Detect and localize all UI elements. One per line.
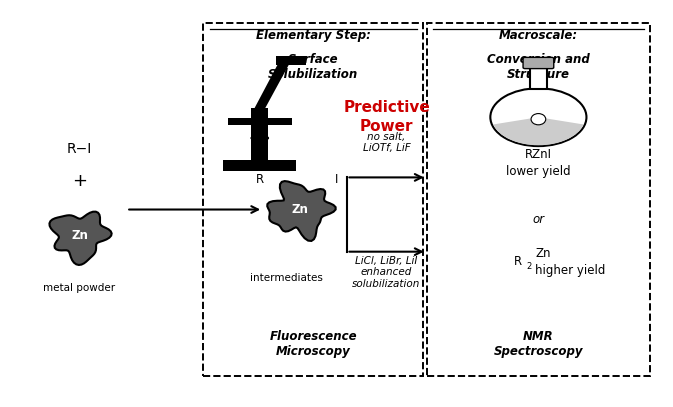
Ellipse shape: [531, 114, 546, 125]
Text: Fluorescence
Microscopy: Fluorescence Microscopy: [269, 330, 357, 358]
Polygon shape: [267, 181, 336, 241]
Text: R−I: R−I: [67, 142, 92, 156]
Text: R: R: [256, 173, 264, 186]
Text: Zn
higher yield: Zn higher yield: [535, 247, 606, 277]
Text: 2: 2: [526, 262, 532, 271]
Text: Elementary Step:: Elementary Step:: [256, 29, 371, 42]
Text: LiCl, LiBr, LiI
enhanced
solubilization: LiCl, LiBr, LiI enhanced solubilization: [353, 256, 421, 289]
Text: metal powder: metal powder: [44, 283, 116, 293]
Ellipse shape: [250, 134, 269, 142]
Wedge shape: [493, 117, 583, 145]
Text: R: R: [513, 255, 522, 268]
Text: Surface
Solubilization: Surface Solubilization: [268, 53, 358, 81]
FancyBboxPatch shape: [530, 66, 547, 90]
Text: RZnI
lower yield: RZnI lower yield: [506, 149, 571, 178]
Text: Macroscale:: Macroscale:: [499, 29, 578, 42]
Text: NMR
Spectroscopy: NMR Spectroscopy: [494, 330, 583, 358]
Text: no salt,
LiOTf, LiF: no salt, LiOTf, LiF: [363, 132, 411, 153]
Text: +: +: [72, 173, 87, 190]
Text: Zn: Zn: [71, 229, 88, 242]
Polygon shape: [49, 212, 112, 265]
Polygon shape: [254, 63, 290, 108]
Text: intermediates: intermediates: [250, 273, 323, 283]
FancyBboxPatch shape: [523, 57, 554, 69]
Text: Zn: Zn: [291, 203, 308, 216]
Text: I: I: [334, 173, 339, 186]
FancyBboxPatch shape: [253, 123, 267, 137]
FancyBboxPatch shape: [223, 160, 296, 171]
Circle shape: [491, 88, 586, 146]
Text: or: or: [532, 213, 544, 226]
FancyBboxPatch shape: [227, 118, 292, 125]
FancyBboxPatch shape: [277, 56, 306, 65]
FancyBboxPatch shape: [251, 108, 269, 160]
Text: Predictive
Power: Predictive Power: [343, 101, 430, 134]
Text: Conversion and
Structure: Conversion and Structure: [487, 53, 590, 81]
